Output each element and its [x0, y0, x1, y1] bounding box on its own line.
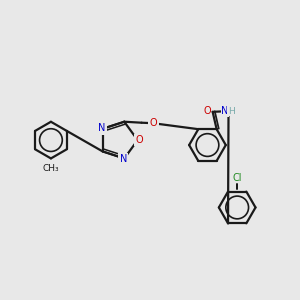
Text: CH₃: CH₃ — [43, 164, 59, 173]
Text: O: O — [203, 106, 211, 116]
Text: N: N — [98, 123, 105, 133]
Text: O: O — [135, 135, 143, 145]
Text: O: O — [150, 118, 157, 128]
Text: N: N — [221, 106, 229, 116]
Text: N: N — [120, 154, 127, 164]
Text: H: H — [228, 106, 235, 116]
Text: Cl: Cl — [232, 173, 242, 183]
